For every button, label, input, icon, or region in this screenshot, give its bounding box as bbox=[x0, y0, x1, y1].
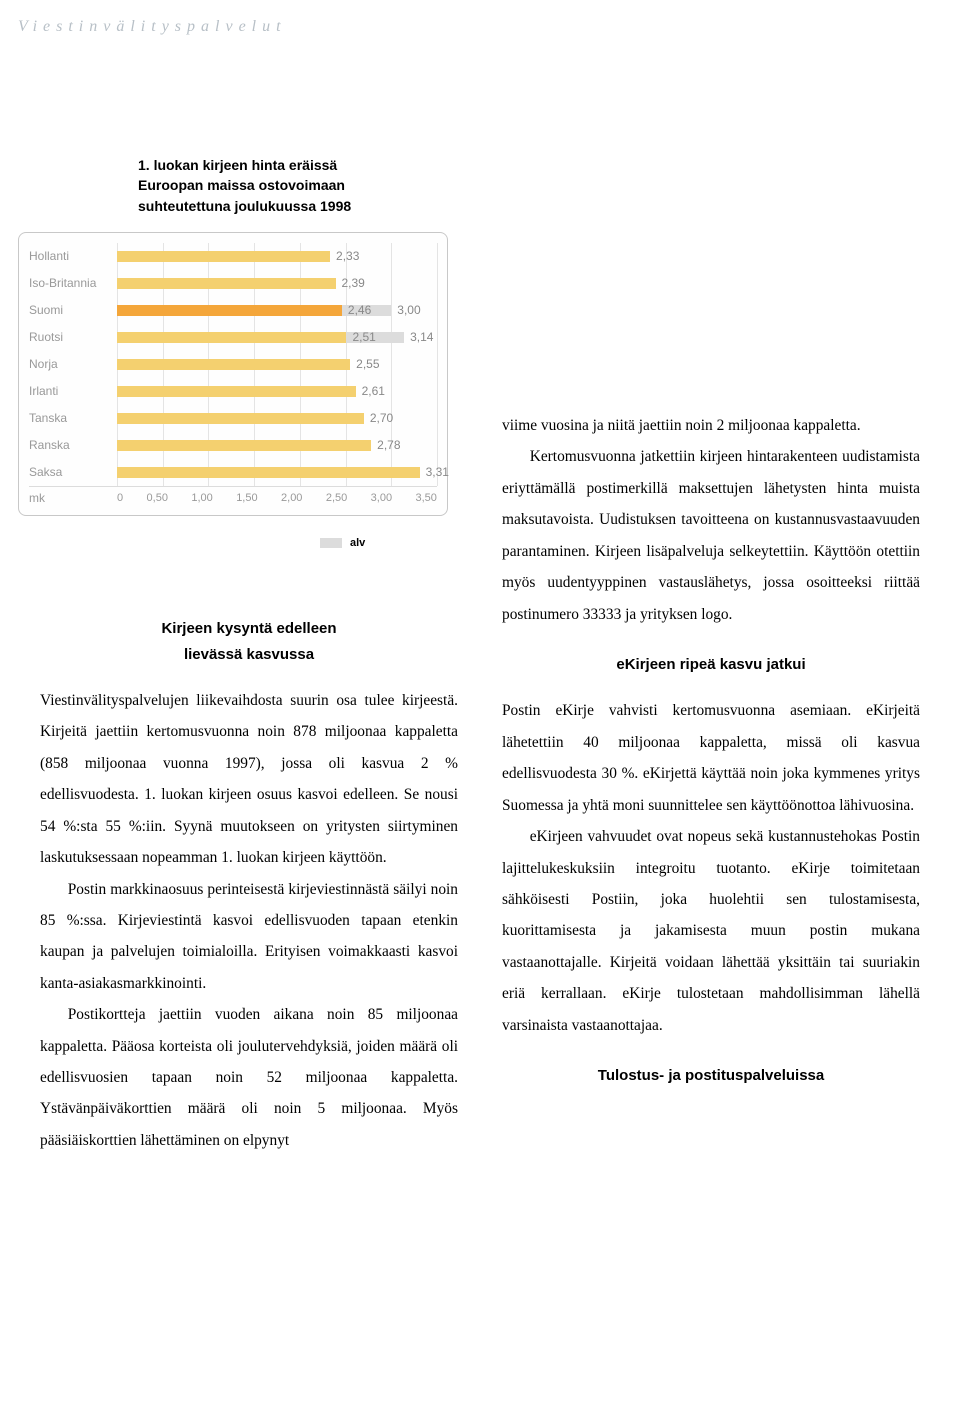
chart-value: 2,61 bbox=[362, 384, 385, 398]
chart-row: Suomi 3,00 2,46 bbox=[29, 297, 437, 324]
chart-value: 2,51 bbox=[352, 330, 375, 344]
chart-legend: alv bbox=[320, 537, 365, 549]
chart-title: 1. luokan kirjeen hinta eräissä Euroopan… bbox=[138, 155, 458, 216]
chart-axis-label: mk bbox=[29, 491, 117, 505]
chart-tick: 1,00 bbox=[191, 492, 212, 504]
chart-bar bbox=[117, 413, 364, 424]
chart-tick: 2,50 bbox=[326, 492, 347, 504]
chart-tick: 1,50 bbox=[236, 492, 257, 504]
chart-row: Tanska 2,70 bbox=[29, 405, 437, 432]
left-p3: Postikortteja jaettiin vuoden aikana noi… bbox=[40, 999, 458, 1156]
chart-bar bbox=[117, 332, 346, 343]
chart-bar-area: 3,14 2,51 bbox=[117, 324, 437, 351]
right-p0: viime vuosina ja niitä jaettiin noin 2 m… bbox=[502, 410, 920, 441]
chart-row-label: Ranska bbox=[29, 438, 117, 452]
chart-tick: 3,50 bbox=[416, 492, 437, 504]
left-column: Kirjeen kysyntä edelleen lievässä kasvus… bbox=[40, 556, 458, 1156]
chart-bar-area: 2,70 bbox=[117, 405, 437, 432]
chart-bar-area: 2,55 bbox=[117, 351, 437, 378]
chart-value-alv: 3,00 bbox=[397, 303, 420, 317]
chart-row-label: Tanska bbox=[29, 411, 117, 425]
chart-row-label: Saksa bbox=[29, 465, 117, 479]
chart-axis: mk 0 0,50 1,00 1,50 2,00 2,50 3,00 3,50 bbox=[29, 487, 437, 509]
chart-ticks: 0 0,50 1,00 1,50 2,00 2,50 3,00 3,50 bbox=[117, 492, 437, 504]
subhead-line2: lievässä kasvussa bbox=[184, 646, 314, 663]
chart-bar-area: 3,31 bbox=[117, 459, 437, 486]
chart-value: 2,55 bbox=[356, 357, 379, 371]
chart-tick: 0 bbox=[117, 492, 123, 504]
chart-bar bbox=[117, 467, 420, 478]
chart-title-line1: 1. luokan kirjeen hinta eräissä bbox=[138, 157, 337, 173]
chart-value: 2,78 bbox=[377, 438, 400, 452]
chart-row-label: Irlanti bbox=[29, 384, 117, 398]
chart-title-line3: suhteutettuna joulukuussa 1998 bbox=[138, 198, 351, 214]
text-columns: Kirjeen kysyntä edelleen lievässä kasvus… bbox=[40, 556, 920, 1156]
chart-value: 2,33 bbox=[336, 249, 359, 263]
chart-row: Ranska 2,78 bbox=[29, 432, 437, 459]
right-column: viime vuosina ja niitä jaettiin noin 2 m… bbox=[502, 410, 920, 1156]
chart-frame: Hollanti 2,33 Iso-Britannia 2,39 Suomi 3,00 2,… bbox=[18, 232, 448, 516]
chart-row-label: Hollanti bbox=[29, 249, 117, 263]
chart-row-label: Norja bbox=[29, 357, 117, 371]
chart-bar bbox=[117, 386, 356, 397]
chart-row: Ruotsi 3,14 2,51 bbox=[29, 324, 437, 351]
chart-tick: 0,50 bbox=[147, 492, 168, 504]
chart-bar-area: 2,39 bbox=[117, 270, 437, 297]
chart-value: 2,46 bbox=[348, 303, 371, 317]
chart-row: Hollanti 2,33 bbox=[29, 243, 437, 270]
chart-bar bbox=[117, 251, 330, 262]
subhead-tulostus: Tulostus- ja postituspalveluissa bbox=[502, 1063, 920, 1089]
chart-bar bbox=[117, 440, 371, 451]
subhead-line1: Kirjeen kysyntä edelleen bbox=[161, 620, 336, 637]
grid-line bbox=[437, 243, 438, 486]
page-header: Viestinvälityspalvelut bbox=[18, 18, 287, 36]
legend-label: alv bbox=[350, 537, 365, 549]
chart-block: 1. luokan kirjeen hinta eräissä Euroopan… bbox=[18, 155, 458, 516]
chart-value: 2,39 bbox=[342, 276, 365, 290]
left-p2: Postin markkinaosuus perinteisestä kirje… bbox=[40, 874, 458, 1000]
chart-row-label: Suomi bbox=[29, 303, 117, 317]
chart-row: Iso-Britannia 2,39 bbox=[29, 270, 437, 297]
chart-value-alv: 3,14 bbox=[410, 330, 433, 344]
chart-row: Norja 2,55 bbox=[29, 351, 437, 378]
chart-bar-area: 2,33 bbox=[117, 243, 437, 270]
legend-swatch bbox=[320, 538, 342, 548]
chart-bar-area: 2,61 bbox=[117, 378, 437, 405]
chart-row-label: Iso-Britannia bbox=[29, 276, 117, 290]
chart-value: 3,31 bbox=[426, 465, 449, 479]
right-p2: Postin eKirje vahvisti kertomusvuonna as… bbox=[502, 695, 920, 821]
left-p1: Viestinvälityspalvelujen liikevaihdosta … bbox=[40, 685, 458, 874]
chart-bar bbox=[117, 359, 350, 370]
chart-title-line2: Euroopan maissa ostovoimaan bbox=[138, 177, 345, 193]
chart-bar-area: 2,78 bbox=[117, 432, 437, 459]
chart-bar bbox=[117, 305, 342, 316]
subhead-ekirjeen: eKirjeen ripeä kasvu jatkui bbox=[502, 652, 920, 678]
chart-plot: Hollanti 2,33 Iso-Britannia 2,39 Suomi 3,00 2,… bbox=[29, 243, 437, 487]
right-p1: Kertomusvuonna jatkettiin kirjeen hintar… bbox=[502, 441, 920, 630]
right-p3: eKirjeen vahvuudet ovat nopeus sekä kust… bbox=[502, 821, 920, 1041]
chart-bar-area: 3,00 2,46 bbox=[117, 297, 437, 324]
chart-row: Saksa3,31 bbox=[29, 459, 437, 486]
subhead-kirjeen-kysynta: Kirjeen kysyntä edelleen lievässä kasvus… bbox=[40, 616, 458, 667]
chart-tick: 3,00 bbox=[371, 492, 392, 504]
chart-row: Irlanti 2,61 bbox=[29, 378, 437, 405]
chart-tick: 2,00 bbox=[281, 492, 302, 504]
chart-value: 2,70 bbox=[370, 411, 393, 425]
chart-row-label: Ruotsi bbox=[29, 330, 117, 344]
chart-bar bbox=[117, 278, 336, 289]
